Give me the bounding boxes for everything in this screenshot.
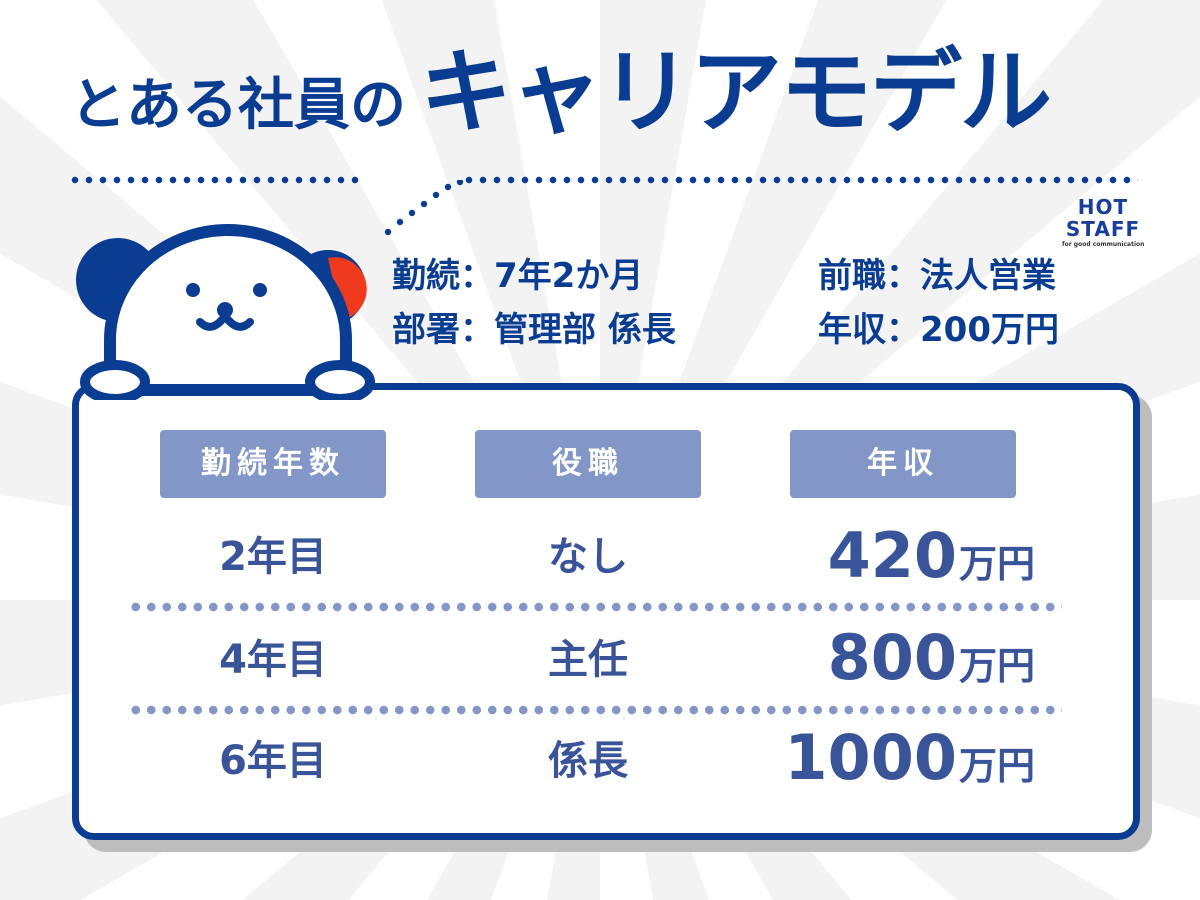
row-3-salary-unit: 万円 <box>958 744 1035 788</box>
dotted-divider-right <box>462 176 1138 184</box>
logo-line-1: HOT <box>1077 195 1129 219</box>
profile-income: 年収：200万円 <box>818 310 1059 350</box>
row-separator <box>128 705 1062 715</box>
row-1-salary: 420 万円 <box>827 519 1035 592</box>
row-separator <box>128 602 1062 612</box>
row-2-salary-value: 800 <box>827 621 957 694</box>
row-2-salary-unit: 万円 <box>958 644 1035 688</box>
row-1-position: なし <box>548 534 628 580</box>
row-3-position: 係長 <box>548 738 628 784</box>
logo-tagline: for good communication <box>1062 241 1145 248</box>
page-title: とある社員の キャリアモデル <box>70 39 1052 146</box>
row-1-salary-value: 420 <box>827 519 957 592</box>
header-salary: 年収 <box>790 430 1016 498</box>
hot-staff-logo: HOT STAFF for good communication <box>1062 196 1144 249</box>
row-3-salary: 1000 万円 <box>784 721 1035 794</box>
dog-mascot-icon <box>76 224 375 400</box>
row-3-year: 6年目 <box>219 738 327 784</box>
profile-previous-job: 前職：法人営業 <box>818 256 1056 296</box>
profile-info: 勤続：7年2か月 前職：法人営業 部署：管理部 係長 年収：200万円 <box>392 254 1148 362</box>
row-3-salary-value: 1000 <box>784 721 957 794</box>
row-1-year: 2年目 <box>219 534 327 580</box>
header-tenure: 勤続年数 <box>160 430 386 498</box>
row-2-position: 主任 <box>548 637 628 683</box>
row-2-year: 4年目 <box>219 637 327 683</box>
row-2-salary: 800 万円 <box>827 621 1035 694</box>
dotted-connector <box>384 180 464 236</box>
title-prefix: とある社員の <box>70 73 406 138</box>
profile-tenure: 勤続：7年2か月 <box>392 256 644 296</box>
header-position: 役職 <box>475 430 701 498</box>
logo-line-2: STAFF <box>1065 217 1141 241</box>
row-1-salary-unit: 万円 <box>958 542 1035 586</box>
profile-department: 部署：管理部 係長 <box>392 310 676 350</box>
dotted-divider-left <box>68 176 360 184</box>
title-main: キャリアモデル <box>420 39 1052 146</box>
